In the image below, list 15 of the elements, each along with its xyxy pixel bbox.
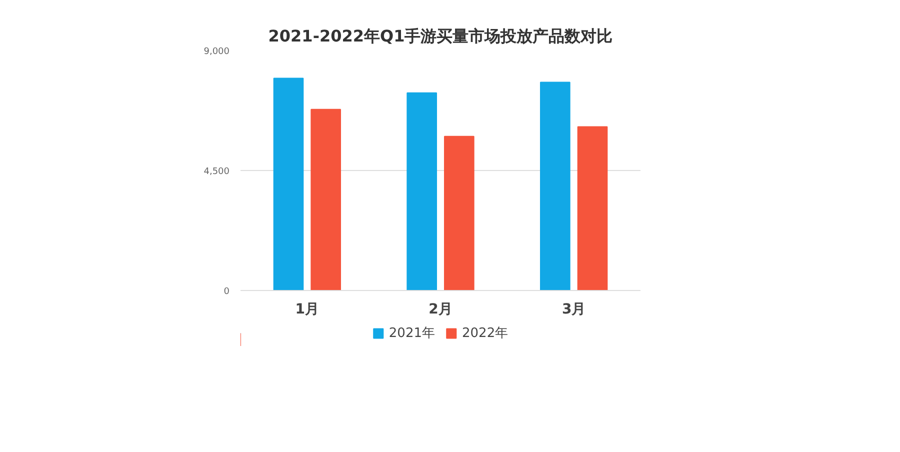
y-tick-label: 9,000 [204, 47, 230, 57]
chart-title: 2021-2022年Q1手游买量市场投放产品数对比 [268, 26, 613, 46]
bar [310, 108, 341, 290]
legend-label: 2021年 [388, 325, 435, 342]
legend-label: 2022年 [462, 325, 508, 342]
bar [577, 126, 608, 290]
x-tick-label: 1月 [295, 302, 320, 318]
y-tick-label: 0 [224, 287, 230, 297]
y-tick-label: 4,500 [204, 167, 230, 177]
x-tick-label: 2月 [428, 302, 452, 318]
bar [406, 92, 437, 290]
x-tick-label: 3月 [562, 302, 586, 318]
bar [444, 136, 474, 290]
bar [273, 78, 304, 290]
bar [540, 82, 570, 290]
